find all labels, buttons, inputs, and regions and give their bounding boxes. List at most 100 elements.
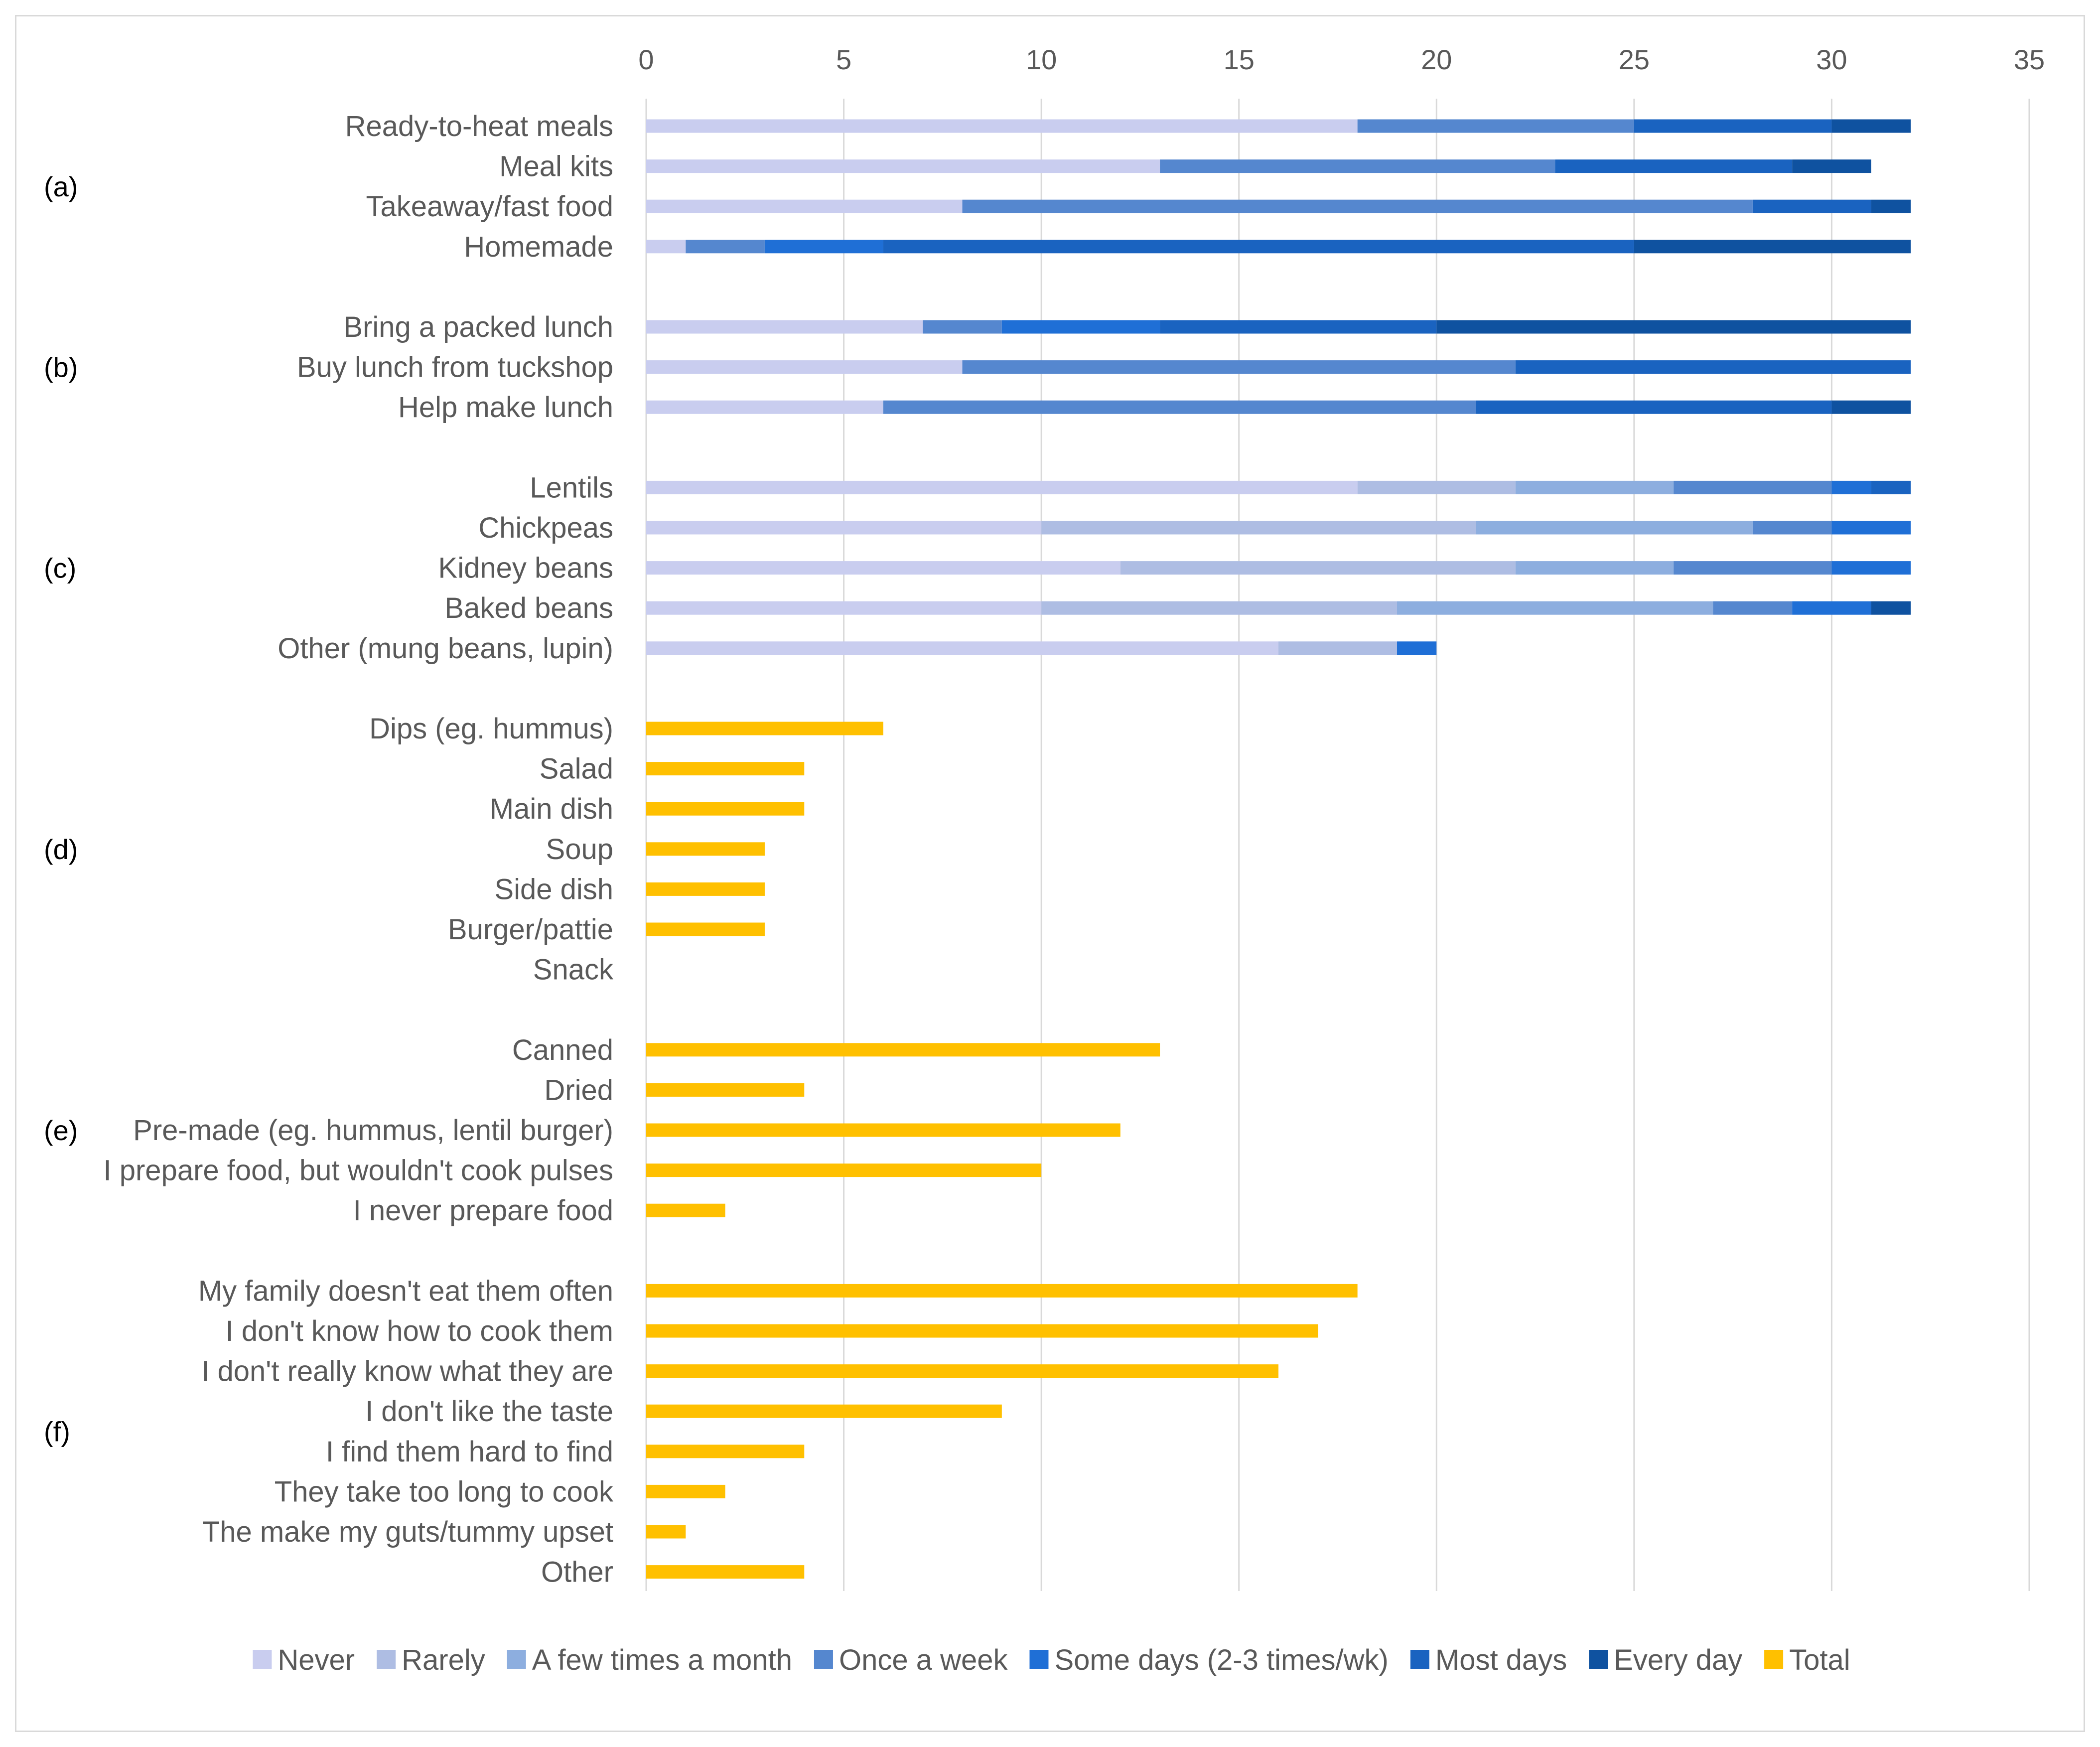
category-label: Dips (eg. hummus) [369, 713, 613, 745]
category-label: Takeaway/fast food [366, 190, 613, 223]
category-label: Buy lunch from tuckshop [297, 351, 613, 384]
bar-segment [1792, 159, 1871, 173]
bar-segment [883, 400, 1476, 414]
bar-segment [646, 521, 1042, 535]
total-bar [646, 1123, 1120, 1137]
bar-segment [646, 199, 963, 213]
bar-segment [923, 320, 1002, 334]
legend-label: Some days (2-3 times/wk) [1054, 1644, 1388, 1676]
total-bar [646, 1164, 1042, 1177]
legend-swatch [253, 1650, 272, 1669]
bar-segment [1634, 240, 1911, 254]
bar-segment [962, 360, 1516, 374]
x-tick-label: 10 [1026, 44, 1057, 75]
bar-segment [1436, 320, 1911, 334]
bar-segment [962, 199, 1753, 213]
group-label: (f) [44, 1416, 70, 1448]
bar-segment [1871, 480, 1911, 494]
bar-segment [1357, 480, 1516, 494]
bar-segment [686, 240, 765, 254]
chart-frame: 0 5 10 15 20 25 30 35 Ready-to-heat meals Meal ki… [15, 15, 2085, 1732]
bar-segment [1831, 400, 1911, 414]
legend-label: Once a week [839, 1644, 1008, 1676]
total-bar [646, 1404, 1002, 1418]
stacked-bar-chart: 0 5 10 15 20 25 30 35 Ready-to-heat meals Meal ki… [44, 44, 2045, 1676]
grid-layer [645, 99, 2030, 1591]
category-label: Ready-to-heat meals [345, 110, 613, 143]
bar-segment [1160, 320, 1437, 334]
bar-segment [1831, 561, 1911, 575]
group-label: (c) [44, 553, 76, 584]
bar-segment [1831, 480, 1871, 494]
total-bar [646, 762, 805, 776]
total-bar [646, 802, 805, 816]
category-label: Burger/pattie [448, 913, 613, 946]
total-bar [646, 1364, 1279, 1378]
bar-segment [646, 601, 1042, 615]
total-bar [646, 842, 765, 856]
bar-segment [1831, 521, 1911, 535]
bar-segment [1397, 601, 1713, 615]
bar-segment [1041, 521, 1476, 535]
bar-segment [1160, 159, 1555, 173]
category-label: They take too long to cook [275, 1475, 614, 1508]
bar-segment [646, 480, 1358, 494]
category-label: Side dish [494, 873, 613, 905]
category-label: Help make lunch [398, 391, 613, 424]
x-tick-label: 20 [1421, 44, 1452, 75]
category-label: Dried [544, 1074, 613, 1106]
bar-segment [1555, 159, 1793, 173]
legend-swatch [377, 1650, 396, 1669]
category-label: Homemade [464, 231, 613, 263]
bar-segment [883, 240, 1634, 254]
category-label: I never prepare food [353, 1194, 613, 1227]
x-tick-label: 15 [1224, 44, 1255, 75]
total-bar [646, 1484, 725, 1498]
legend-swatch [1029, 1650, 1049, 1669]
category-label: Bring a packed lunch [343, 311, 613, 343]
bar-segment [1476, 400, 1832, 414]
category-label: Soup [546, 833, 613, 866]
legend-label: Rarely [402, 1644, 485, 1676]
category-label: The make my guts/tummy upset [202, 1516, 613, 1548]
total-bar [646, 1083, 805, 1097]
x-tick-label: 5 [836, 44, 851, 75]
total-bar [646, 1284, 1358, 1298]
bar-segment [1674, 561, 1832, 575]
category-label: Salad [540, 753, 613, 785]
bar-segment [646, 119, 1358, 133]
total-bar [646, 722, 883, 735]
legend-swatch [814, 1650, 833, 1669]
bars-layer [646, 119, 1911, 1579]
bar-segment [646, 240, 686, 254]
total-bar [646, 1445, 805, 1458]
category-label: Other (mung beans, lupin) [278, 632, 613, 665]
total-bar [646, 882, 765, 896]
bar-segment [646, 561, 1120, 575]
category-label: Kidney beans [438, 552, 613, 584]
category-label: Baked beans [444, 592, 613, 624]
bar-segment [1397, 641, 1437, 655]
category-label: Meal kits [499, 150, 613, 183]
legend-label: A few times a month [532, 1644, 792, 1676]
bar-segment [1001, 320, 1160, 334]
total-bar [646, 1043, 1160, 1057]
bar-segment [1752, 199, 1871, 213]
legend-label: Every day [1614, 1644, 1742, 1676]
bar-segment [1792, 601, 1871, 615]
bar-segment [1515, 360, 1911, 374]
total-bar [646, 1324, 1318, 1338]
group-label: (b) [44, 352, 78, 383]
group-label: (e) [44, 1115, 78, 1146]
category-label: My family doesn't eat them often [198, 1275, 613, 1307]
bar-segment [1871, 199, 1911, 213]
total-bar [646, 1203, 725, 1217]
bar-segment [1871, 601, 1911, 615]
x-tick-label: 25 [1619, 44, 1650, 75]
category-label: I don't really know what they are [201, 1355, 613, 1388]
bar-segment [1515, 480, 1674, 494]
total-bar [646, 922, 765, 936]
bar-segment [1278, 641, 1397, 655]
x-tick-label: 0 [638, 44, 654, 75]
category-label: Canned [512, 1034, 613, 1066]
